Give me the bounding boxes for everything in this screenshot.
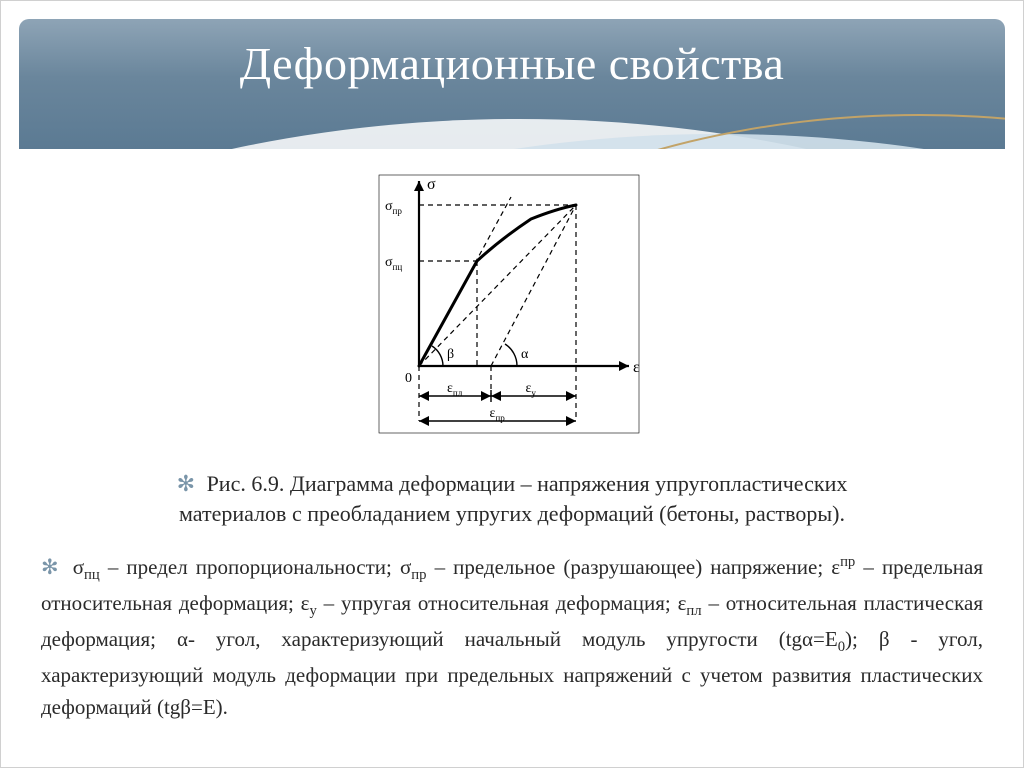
bullet-icon: ✻ — [41, 555, 59, 579]
legend-text: σпц – предел пропорциональности; σпр – п… — [41, 555, 983, 719]
svg-text:β: β — [447, 347, 454, 362]
slide-title: Деформационные свойства — [1, 37, 1023, 90]
svg-text:σпр: σпр — [385, 199, 402, 216]
svg-text:σпц: σпц — [385, 255, 402, 272]
legend-paragraph: ✻ σпц – предел пропорциональности; σпр –… — [41, 551, 983, 724]
caption-text-2: материалов с преобладанием упругих дефор… — [179, 501, 845, 526]
caption-text-1: Рис. 6.9. Диаграмма деформации – напряже… — [207, 471, 848, 496]
svg-text:α: α — [521, 347, 529, 362]
svg-text:εпр: εпр — [490, 406, 506, 423]
svg-text:εу: εу — [526, 381, 537, 398]
svg-text:σ: σ — [427, 176, 436, 193]
bullet-icon: ✻ — [177, 471, 195, 496]
slide: Деформационные свойства 0εσσпрσпцβαεплεу… — [0, 0, 1024, 768]
svg-text:0: 0 — [405, 371, 412, 386]
decorative-wave — [319, 114, 1005, 149]
svg-text:εпл: εпл — [447, 381, 463, 398]
stress-strain-chart: 0εσσпрσпцβαεплεуεпр — [371, 171, 651, 441]
figure-caption: ✻ Рис. 6.9. Диаграмма деформации – напря… — [61, 469, 963, 528]
decorative-wave — [19, 134, 1005, 149]
decorative-wave — [19, 119, 1005, 149]
